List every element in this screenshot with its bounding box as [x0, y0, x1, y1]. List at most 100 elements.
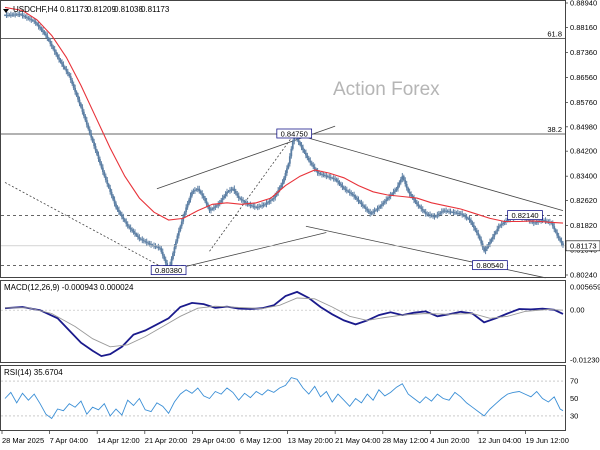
y-tick-label: 0.83400	[570, 172, 597, 181]
rsi-y-axis: 70 50 30	[570, 377, 578, 421]
x-tick-label: 21 Apr 20:00	[145, 436, 188, 445]
candle-body	[144, 241, 147, 242]
candle-body	[274, 195, 277, 199]
candle-body	[183, 212, 186, 217]
candle-body	[451, 211, 453, 213]
candle-body	[161, 251, 164, 256]
candle-body	[534, 222, 537, 224]
candle-body	[370, 212, 373, 214]
candle-body	[373, 210, 376, 212]
candle-body	[154, 246, 157, 247]
price-label-box	[507, 210, 543, 220]
candle-body	[543, 219, 545, 221]
candle-body	[418, 205, 421, 208]
candle-body	[445, 210, 448, 212]
candle-body	[4, 15, 6, 16]
candle-body	[188, 199, 190, 204]
x-tick-label: 12 Jun 04:00	[478, 436, 521, 445]
candle-body	[414, 200, 417, 203]
candle-body	[229, 190, 231, 192]
candle-body	[436, 214, 439, 216]
candle-body	[350, 192, 353, 194]
candle-body	[354, 196, 357, 199]
candle-body	[157, 247, 160, 248]
candle-body	[249, 204, 252, 206]
x-tick-label: 4 Jun 20:00	[430, 436, 469, 445]
candle-body	[329, 177, 332, 179]
candle-body	[21, 14, 24, 16]
candle-body	[435, 215, 437, 217]
candle-body	[17, 14, 20, 16]
candle-body	[236, 193, 239, 196]
candle-body	[288, 156, 291, 164]
current-price-label: 0.81173	[570, 241, 597, 250]
candle-body	[172, 253, 174, 259]
candle-body	[240, 199, 243, 201]
collapse-arrow-icon[interactable]	[3, 9, 9, 13]
candle-body	[262, 204, 265, 206]
candle-body	[226, 191, 228, 194]
rsi-panel	[1, 377, 565, 420]
candle-body	[36, 23, 39, 25]
candle-body	[303, 150, 306, 153]
candle-body	[340, 184, 342, 186]
candle-body	[475, 230, 478, 234]
candle-body	[540, 220, 542, 222]
candle-body	[101, 167, 104, 172]
candle-body	[125, 221, 128, 224]
candle-body	[250, 205, 253, 207]
candle-body	[383, 201, 386, 203]
x-tick-label: 14 Apr 12:00	[97, 436, 140, 445]
candle-body	[275, 192, 278, 196]
candle-body	[264, 204, 266, 206]
candle-body	[26, 17, 28, 18]
candle-body	[120, 214, 123, 217]
candle-body	[424, 212, 427, 214]
candle-body	[37, 24, 40, 27]
candle-body	[129, 227, 132, 230]
candle-body	[313, 166, 316, 169]
candle-body	[272, 198, 275, 200]
rsi-y-tick-label: 70	[570, 377, 578, 386]
candle-body	[490, 239, 493, 242]
candle-body	[551, 223, 554, 227]
candle-body	[78, 99, 81, 104]
candle-body	[316, 170, 319, 174]
candle-body	[20, 14, 22, 16]
candle-body	[255, 206, 258, 208]
candle-body	[376, 208, 379, 210]
candle-body	[305, 152, 307, 156]
candle-body	[104, 176, 107, 181]
candle-body	[193, 190, 196, 192]
candle-body	[131, 229, 133, 231]
candle-body	[261, 205, 263, 207]
candle-body	[468, 218, 471, 220]
candle-body	[491, 236, 494, 240]
candle-body	[337, 180, 339, 183]
candle-body	[74, 87, 77, 92]
candle-body	[433, 216, 436, 218]
candle-body	[71, 80, 74, 84]
candle-body	[300, 144, 303, 148]
y-tick-label: 0.84980	[570, 122, 597, 131]
candle-body	[280, 185, 282, 188]
trendline	[305, 225, 546, 279]
candle-body	[242, 200, 244, 202]
candle-body	[11, 14, 14, 16]
candle-body	[269, 200, 272, 202]
candle-body	[93, 141, 96, 147]
candle-body	[449, 211, 452, 213]
candle-body	[147, 242, 150, 244]
candle-body	[139, 238, 142, 240]
candle-body	[65, 69, 68, 72]
moving-average-line	[4, 6, 564, 224]
y-tick-label: 0.82620	[570, 196, 597, 205]
candle-body	[480, 239, 483, 244]
candle-body	[351, 193, 354, 195]
candle-body	[503, 222, 506, 224]
ohlc-high: 0.81209	[87, 5, 116, 14]
macd-main-line	[4, 290, 564, 358]
ohlc-open: 0.81173	[60, 5, 89, 14]
candle-body	[173, 247, 176, 254]
candle-body	[397, 185, 399, 189]
